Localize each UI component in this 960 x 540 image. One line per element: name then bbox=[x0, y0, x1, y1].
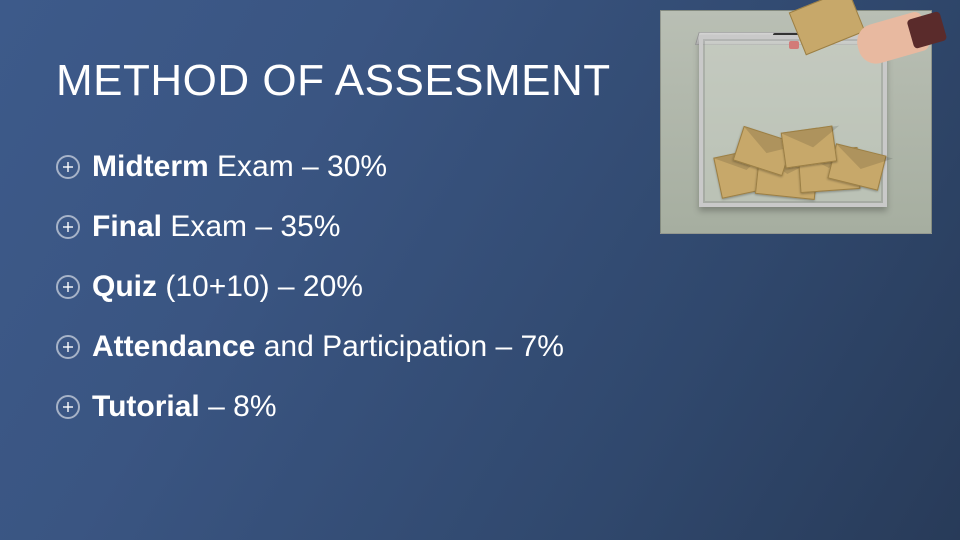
slide: METHOD OF ASSESMENT Midterm Exam – 30% F… bbox=[0, 0, 960, 540]
envelopes bbox=[713, 117, 881, 195]
bullet-rest: and Participation – 7% bbox=[255, 330, 564, 363]
plus-circle-icon bbox=[56, 275, 80, 299]
bullet-rest: Exam – 35% bbox=[162, 210, 340, 243]
ballot-box-image bbox=[660, 10, 932, 234]
bullet-bold: Tutorial bbox=[92, 390, 200, 423]
bullet-rest: (10+10) – 20% bbox=[157, 270, 363, 303]
slide-title: METHOD OF ASSESMENT bbox=[56, 56, 611, 106]
box-frame bbox=[699, 35, 887, 207]
bullet-item: Attendance and Participation – 7% bbox=[56, 330, 816, 364]
plus-circle-icon bbox=[56, 215, 80, 239]
bullet-bold: Attendance bbox=[92, 330, 255, 363]
bullet-bold: Midterm bbox=[92, 150, 209, 183]
ballot-box bbox=[699, 35, 887, 207]
plus-circle-icon bbox=[56, 395, 80, 419]
bullet-bold: Quiz bbox=[92, 270, 157, 303]
bullet-rest: – 8% bbox=[200, 390, 277, 423]
hand-icon bbox=[853, 10, 931, 68]
envelope-icon bbox=[781, 126, 838, 169]
bullet-item: Quiz (10+10) – 20% bbox=[56, 270, 816, 304]
bullet-item: Tutorial – 8% bbox=[56, 390, 816, 424]
plus-circle-icon bbox=[56, 335, 80, 359]
bullet-rest: Exam – 30% bbox=[209, 150, 387, 183]
plus-circle-icon bbox=[56, 155, 80, 179]
bullet-bold: Final bbox=[92, 210, 162, 243]
